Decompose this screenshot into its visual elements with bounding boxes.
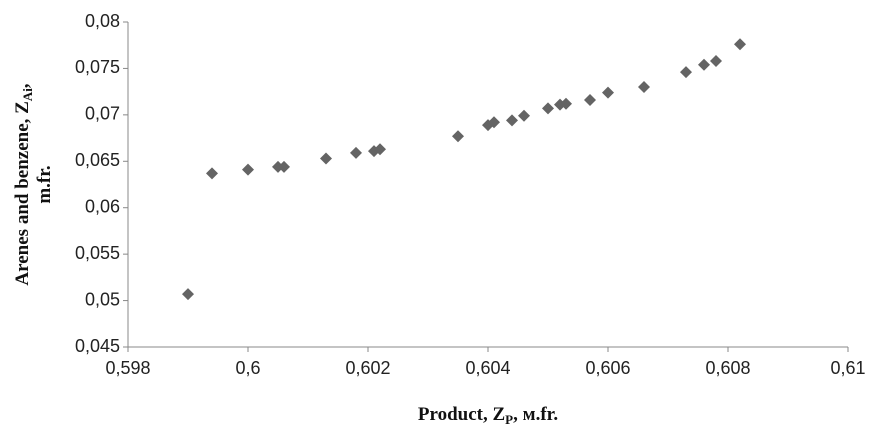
x-tick-label: 0,6: [235, 358, 260, 378]
point: [710, 55, 722, 67]
point: [584, 94, 596, 106]
x-axis-title: Product, ZP, м.fr.: [418, 404, 558, 427]
point: [542, 102, 554, 115]
point: [182, 288, 194, 301]
point: [242, 163, 254, 176]
y-tick-label: 0,05: [85, 289, 120, 309]
x-tick-label: 0,602: [345, 358, 390, 378]
x-title-part: P: [505, 412, 513, 427]
x-title-part: , м.fr.: [513, 404, 558, 425]
point: [452, 130, 464, 143]
x-tick-label: 0,608: [705, 358, 750, 378]
y-tick-label: 0,08: [85, 11, 120, 31]
y-title-part: Ai: [20, 88, 35, 101]
point: [698, 58, 710, 71]
point: [734, 38, 746, 51]
point: [680, 66, 692, 79]
point: [488, 116, 500, 129]
x-title-part: Product, Z: [418, 404, 505, 425]
x-tick-label: 0,61: [830, 358, 865, 378]
point: [560, 97, 572, 110]
point: [278, 160, 290, 173]
y-tick-label: 0,045: [75, 336, 120, 356]
x-tick-label: 0,606: [585, 358, 630, 378]
y-tick-label: 0,065: [75, 150, 120, 170]
point: [602, 86, 614, 99]
point: [518, 109, 530, 122]
x-tick-label: 0,604: [465, 358, 510, 378]
y-tick-label: 0,075: [75, 57, 120, 77]
y-tick-label: 0,055: [75, 243, 120, 263]
point: [206, 167, 218, 180]
y-axis-title: Arenes and benzene, ZAi,: [12, 83, 35, 285]
point: [506, 114, 518, 127]
point: [320, 152, 332, 165]
point: [374, 143, 386, 156]
y-title-part: Arenes and benzene, Z: [12, 101, 33, 285]
y-title-part: m.fr.: [34, 165, 55, 203]
y-tick-label: 0,06: [85, 196, 120, 216]
y-title-part: ,: [12, 83, 33, 88]
point: [638, 81, 650, 93]
y-tick-label: 0,07: [85, 104, 120, 124]
point: [350, 146, 362, 159]
y-axis-title: m.fr.: [34, 165, 55, 203]
x-tick-label: 0,598: [105, 358, 150, 378]
